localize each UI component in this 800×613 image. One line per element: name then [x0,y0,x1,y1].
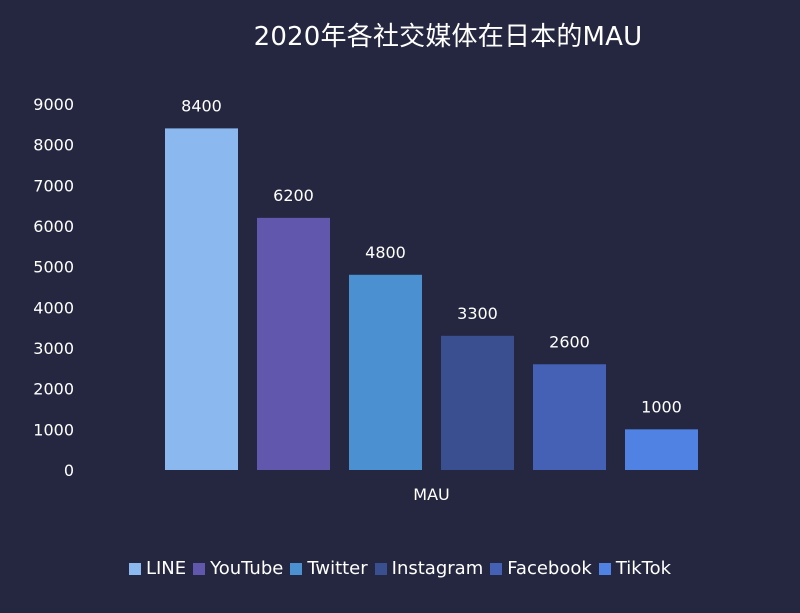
y-tick-label: 0 [64,461,74,480]
bar-instagram[interactable] [441,335,514,470]
x-axis: MAU [413,485,449,504]
bar-line[interactable] [165,128,238,470]
y-tick-label: 1000 [33,420,74,439]
data-label-instagram: 3300 [457,304,498,323]
legend-item-instagram[interactable]: Instagram [374,558,484,579]
legend-label: Facebook [507,558,592,579]
bar-facebook[interactable] [533,364,606,470]
legend-swatch [490,562,503,575]
x-category-label: MAU [413,485,449,504]
legend-item-facebook[interactable]: Facebook [490,558,592,579]
legend-swatch [374,562,387,575]
y-tick-label: 9000 [33,95,74,114]
chart-title: 2020年各社交媒体在日本的MAU [253,22,643,52]
y-tick-label: 7000 [33,176,74,195]
bar-youtube[interactable] [257,217,330,470]
y-tick-label: 2000 [33,380,74,399]
legend-swatch [598,562,611,575]
legend-swatch [128,562,141,575]
legend-item-tiktok[interactable]: TikTok [598,558,672,579]
data-label-facebook: 2600 [549,332,590,351]
y-tick-label: 4000 [33,298,74,317]
y-tick-label: 5000 [33,258,74,277]
legend-item-youtube[interactable]: YouTube [193,558,283,579]
legend-swatch [290,562,303,575]
y-tick-label: 3000 [33,339,74,358]
y-tick-label: 8000 [33,136,74,155]
bar-twitter[interactable] [349,274,422,470]
legend-swatch [193,562,206,575]
bars-group: 8400 6200 4800 3300 2600 1000 [165,96,698,470]
legend-item-line[interactable]: LINE [128,558,187,579]
data-label-line: 8400 [181,96,222,115]
legend-label: Twitter [307,558,368,579]
legend-label: Instagram [391,558,484,579]
legend-label: TikTok [615,558,672,579]
data-label-twitter: 4800 [365,243,406,262]
y-tick-label: 6000 [33,217,74,236]
legend-label: LINE [145,558,187,579]
bar-tiktok[interactable] [625,429,698,470]
data-label-youtube: 6200 [273,186,314,205]
legend-label: YouTube [210,558,284,579]
data-label-tiktok: 1000 [641,397,682,416]
y-axis: 0 1000 2000 3000 4000 5000 6000 7000 8000 9000 [33,95,74,480]
legend: LINE YouTube Twitter Instagram Facebook TikTo… [0,558,800,579]
legend-item-twitter[interactable]: Twitter [290,558,368,579]
